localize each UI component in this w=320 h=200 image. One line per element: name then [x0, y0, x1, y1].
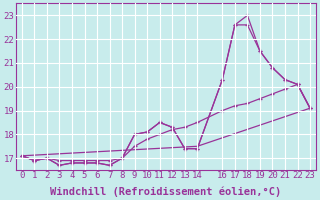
X-axis label: Windchill (Refroidissement éolien,°C): Windchill (Refroidissement éolien,°C) [50, 186, 282, 197]
